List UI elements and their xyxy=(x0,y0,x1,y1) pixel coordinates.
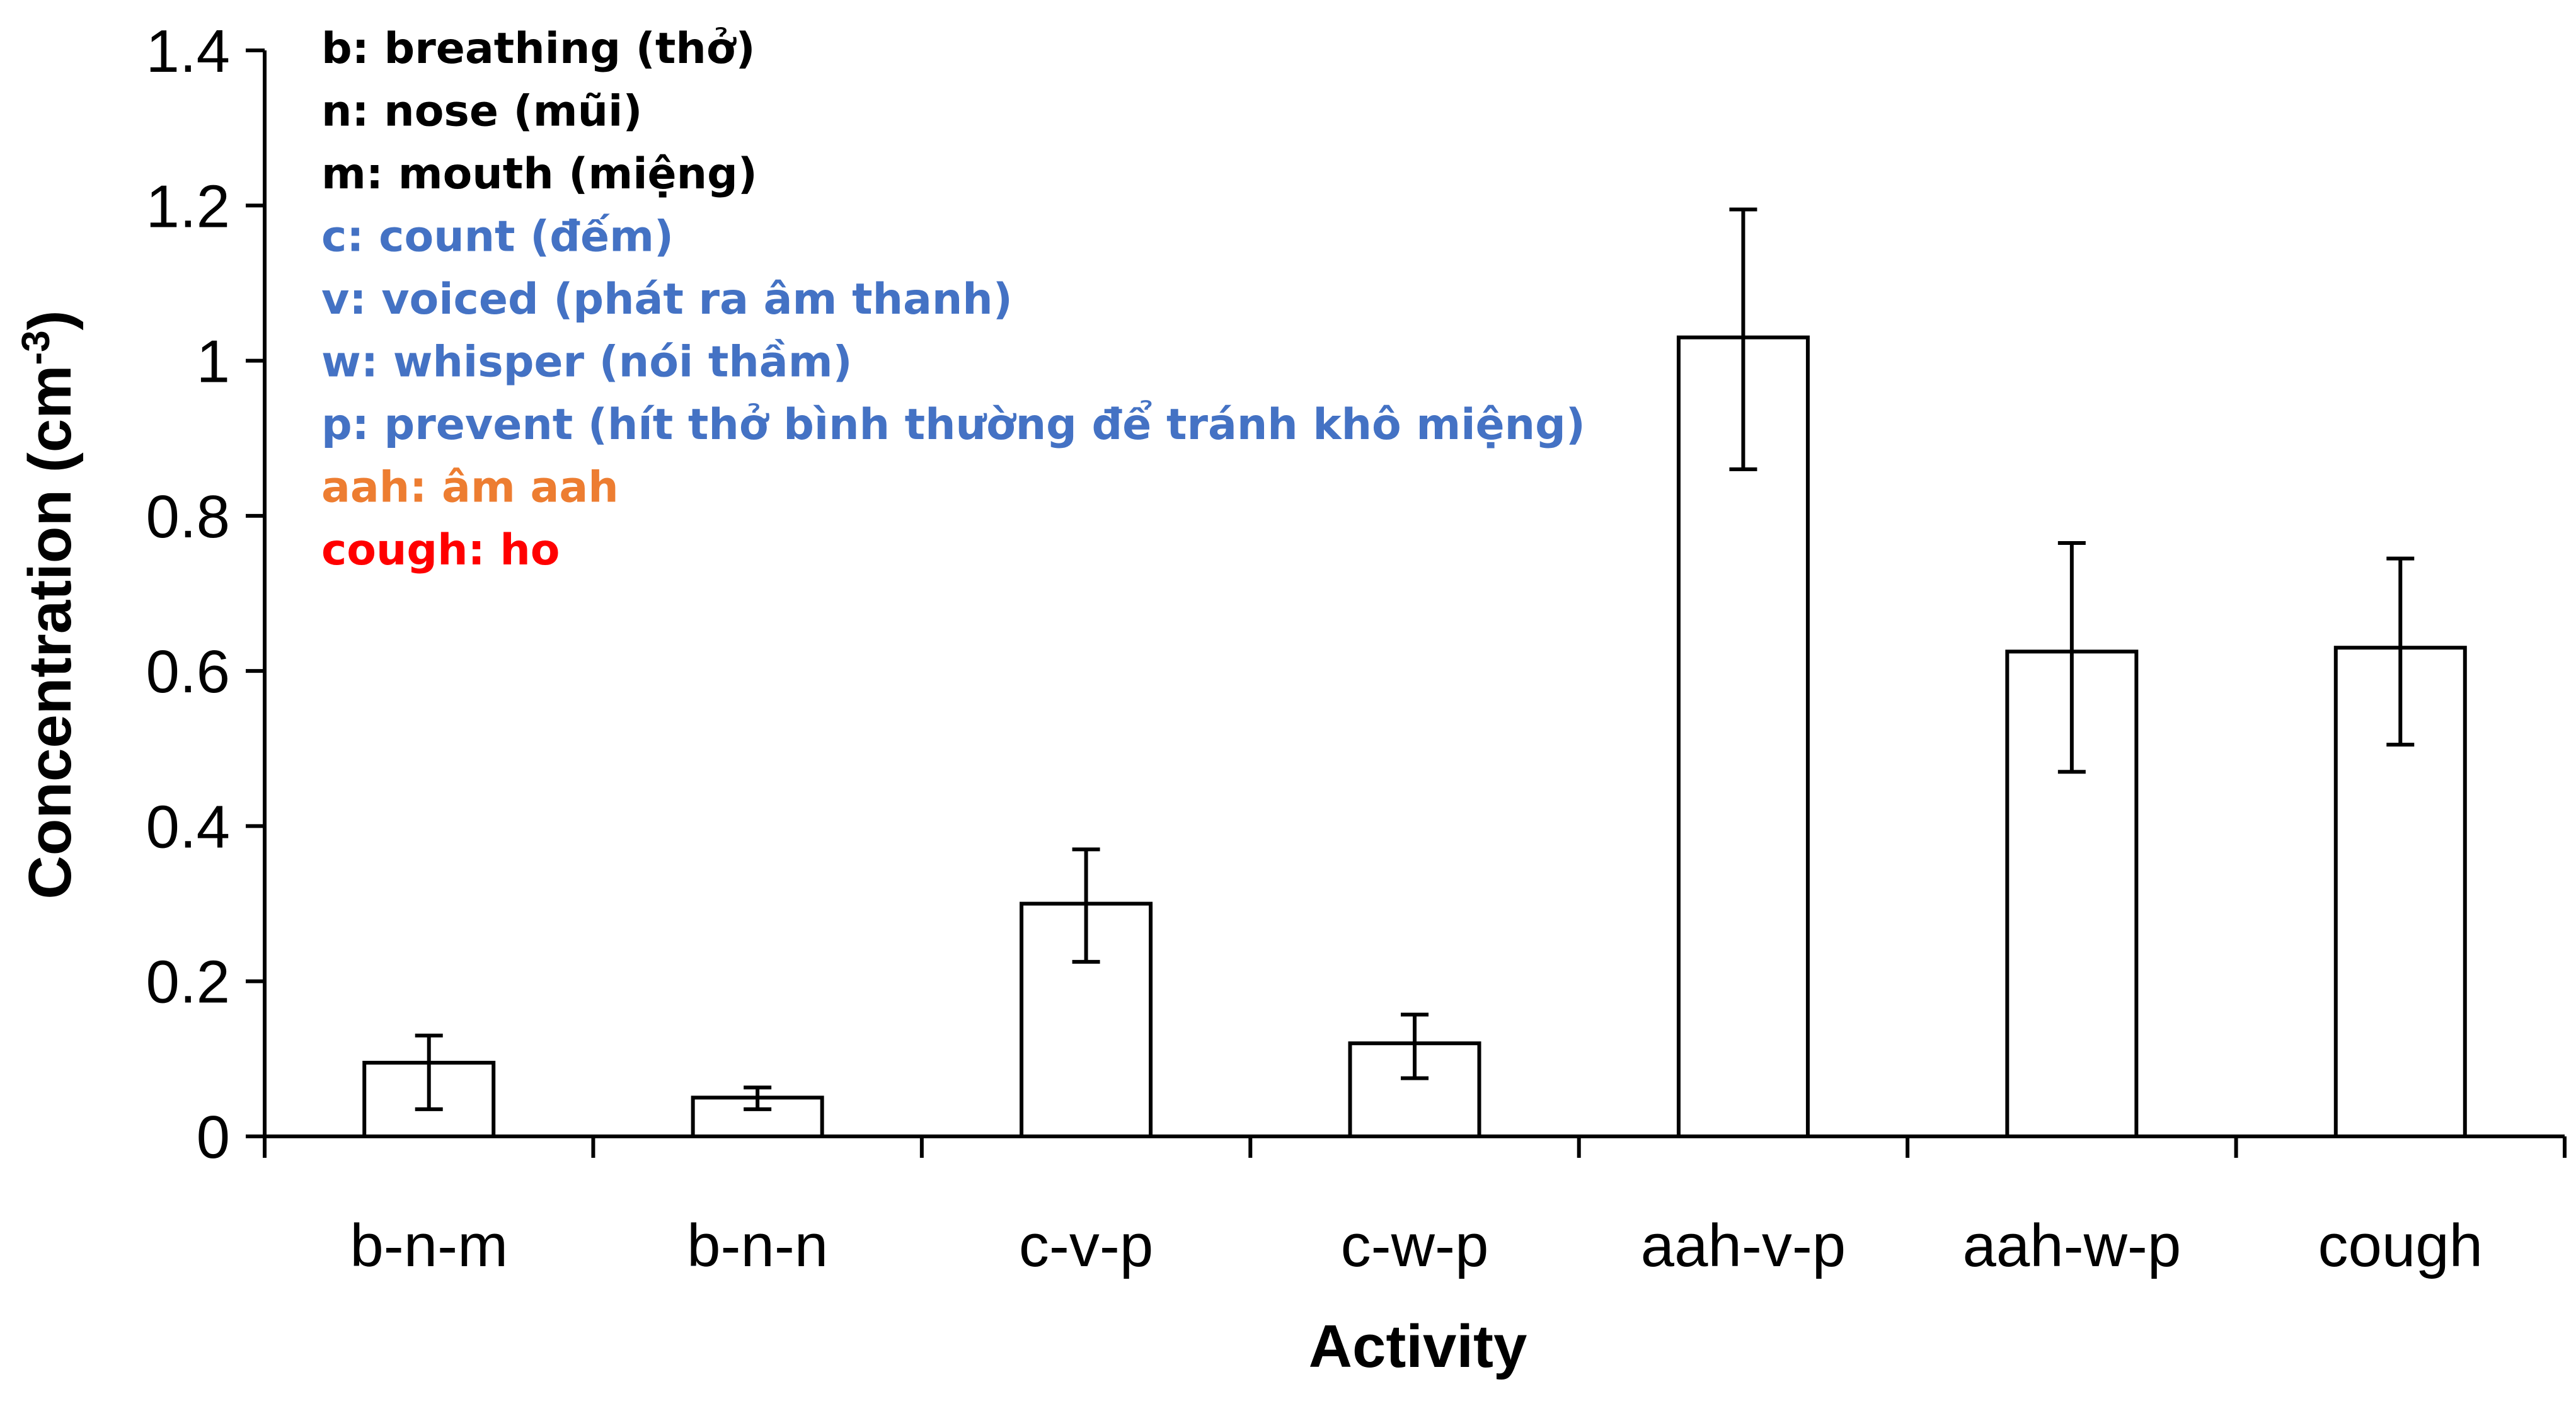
x-tick-label-b-n-n: b-n-n xyxy=(687,1212,828,1279)
x-tick-label-c-v-p: c-v-p xyxy=(1019,1212,1153,1279)
x-axis: b-n-m b-n-n c-v-p c-w-p aah-v-p aah-w-p cough xyxy=(263,1135,2567,1279)
annotation-line: aah: âm aah xyxy=(321,463,619,513)
y-tick-label: 1 xyxy=(197,328,230,396)
x-axis-title: Activity xyxy=(1309,1313,1527,1380)
error-bars-group xyxy=(415,207,2415,1111)
y-axis-title-superscript: -3 xyxy=(14,330,58,365)
y-axis-title-suffix: ) xyxy=(16,310,84,330)
annotation-line: b: breathing (thở) xyxy=(321,24,756,74)
annotation-line: n: nose (mũi) xyxy=(321,87,642,137)
y-tick-label: 1.4 xyxy=(146,18,230,85)
y-axis-title: Concentration (cm-3) xyxy=(14,310,84,899)
y-tick-label: 0.8 xyxy=(146,483,230,551)
y-tick-label: 0.6 xyxy=(146,638,230,706)
y-tick-label: 0.4 xyxy=(146,793,230,860)
x-tick-label-aah-v-p: aah-v-p xyxy=(1641,1212,1846,1279)
y-tick-label: 1.2 xyxy=(146,173,230,240)
annotation-legend: b: breathing (thở) n: nose (mũi) m: mouth … xyxy=(321,24,1585,575)
x-tick-label-b-n-m: b-n-m xyxy=(350,1212,508,1279)
y-axis-title-main: Concentration (cm xyxy=(16,365,84,900)
annotation-line: w: whisper (nói thầm) xyxy=(321,338,853,387)
x-tick-label-c-w-p: c-w-p xyxy=(1341,1212,1489,1279)
annotation-line: cough: ho xyxy=(321,525,560,575)
y-tick-label: 0 xyxy=(197,1104,230,1171)
annotation-line: p: prevent (hít thở bình thường để tránh… xyxy=(321,400,1585,450)
annotation-line: m: mouth (miệng) xyxy=(321,149,757,199)
annotation-line: v: voiced (phát ra âm thanh) xyxy=(321,275,1013,324)
y-axis: 0 0.2 0.4 0.6 0.8 1 1.2 1.4 xyxy=(146,18,267,1171)
bar-c-w-p xyxy=(1348,1041,1481,1138)
x-tick-label-cough: cough xyxy=(2318,1212,2483,1279)
y-tick-label: 0.2 xyxy=(146,949,230,1016)
annotation-line: c: count (đếm) xyxy=(321,212,674,262)
x-tick-label-aah-w-p: aah-w-p xyxy=(1962,1212,2181,1279)
